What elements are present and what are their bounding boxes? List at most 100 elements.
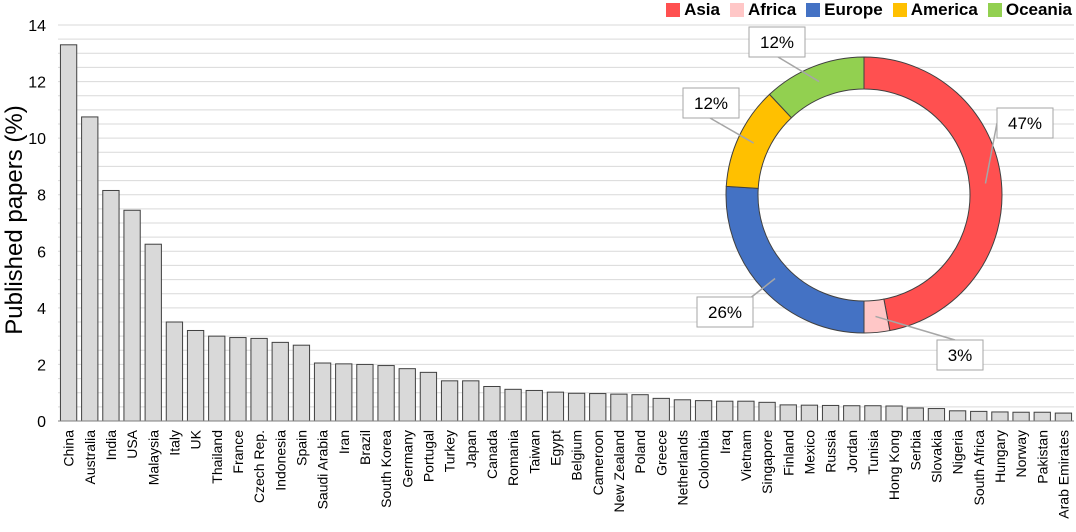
y-axis-label: Published papers (%) [1,105,28,334]
y-tick-label: 12 [28,75,46,92]
bar [419,371,438,422]
legend-label: Europe [824,0,883,19]
x-tick-labels: China Australia India USA Malaysia Italy UK Tha… [61,429,1072,518]
donut-chart [725,56,1003,334]
bar-series [59,44,1073,422]
x-tick-label: Canada [484,430,500,479]
bar [250,337,268,422]
x-tick-label: Malaysia [145,430,161,485]
donut-label-box [696,296,754,328]
bar [821,404,840,422]
donut-label: 12% [760,33,794,52]
bar [398,368,416,422]
x-tick-label: Iran [336,430,352,454]
bar [271,341,289,422]
y-tick-labels: 0 2 4 6 8 10 12 14 [28,18,46,431]
bar [970,410,988,422]
x-tick-label: Italy [166,430,182,456]
bar [1054,412,1073,422]
x-tick-label: Singapore [759,430,775,494]
legend-item-europe: Europe [806,0,883,20]
legend-swatch [729,3,744,17]
x-tick-label: Arab Emirates [1055,430,1071,519]
x-tick-label: Colombia [696,430,712,489]
donut-leader-line [709,117,754,144]
legend-swatch [666,3,681,17]
y-tick-label: 4 [37,301,46,318]
bar [525,389,543,422]
bar [546,391,565,422]
x-tick-label: Czech Rep. [251,430,267,503]
bar [737,400,755,422]
donut-leader-line [875,315,956,341]
donut-leader-line [984,122,998,184]
x-tick-label: Slovakia [928,430,944,483]
x-tick-label: Romania [505,430,521,486]
bar [102,189,120,422]
x-tick-label: South Korea [378,430,394,508]
x-tick-label: Serbia [907,430,923,471]
donut-label: 47% [1008,114,1042,133]
legend-swatch [892,3,907,17]
x-tick-label: Spain [293,430,309,466]
bar [864,405,882,422]
x-tick-label: Thailand [209,430,225,484]
bar [504,388,522,422]
bar [843,405,861,422]
donut-label: 26% [708,303,742,322]
legend-item-asia: Asia [666,0,720,20]
x-tick-label: Norway [1013,430,1029,477]
x-tick-label: Pakistan [1034,430,1050,484]
y-tick-label: 0 [37,414,46,431]
bar [906,407,924,422]
y-tick-label: 6 [37,244,46,261]
x-tick-label: Taiwan [526,430,542,474]
x-tick-label: Vietnam [738,430,754,481]
y-tick-label: 2 [37,357,46,374]
x-tick-label: USA [124,429,140,458]
x-tick-label: Netherlands [674,430,690,506]
x-tick-label: Poland [632,430,648,474]
bar [1012,411,1030,422]
bar [186,329,205,422]
donut-label-box [996,107,1054,139]
x-tick-label: New Zealand [611,430,627,513]
bar [81,116,99,422]
bar [483,385,501,422]
x-tick-label: Hungary [992,430,1008,483]
bar [885,405,903,422]
bar [59,44,78,422]
legend-label: Asia [684,0,720,19]
legend-label: Oceania [1005,0,1072,19]
x-tick-label: Germany [399,430,415,488]
bar [631,394,649,422]
x-tick-label: Jordan [844,430,860,473]
x-tick-label: UK [188,429,204,449]
x-tick-label: Japan [463,430,479,468]
bar [335,363,353,422]
legend-label: America [910,0,978,19]
legend-item-america: America [892,0,978,20]
x-tick-label: Portugal [420,430,436,482]
legend-label: Africa [747,0,797,19]
bar [208,335,226,422]
donut-label: 3% [948,346,973,365]
bar [758,401,776,422]
bar [567,392,586,422]
bar [652,397,670,422]
bar [229,337,247,422]
y-tick-label: 10 [28,131,46,148]
y-tick-label: 14 [28,18,46,35]
bar [377,365,395,422]
bar [800,404,819,422]
x-tick-label: Saudi Arabia [315,430,331,510]
legend-swatch [806,3,821,17]
donut-slice-oceania [768,56,865,119]
legend: Asia Africa Europe America Oceania [666,0,1072,20]
bar [144,243,162,422]
bar [610,393,628,422]
bar [927,408,946,422]
bar [991,411,1009,422]
bar [462,380,480,422]
bar [440,380,459,422]
